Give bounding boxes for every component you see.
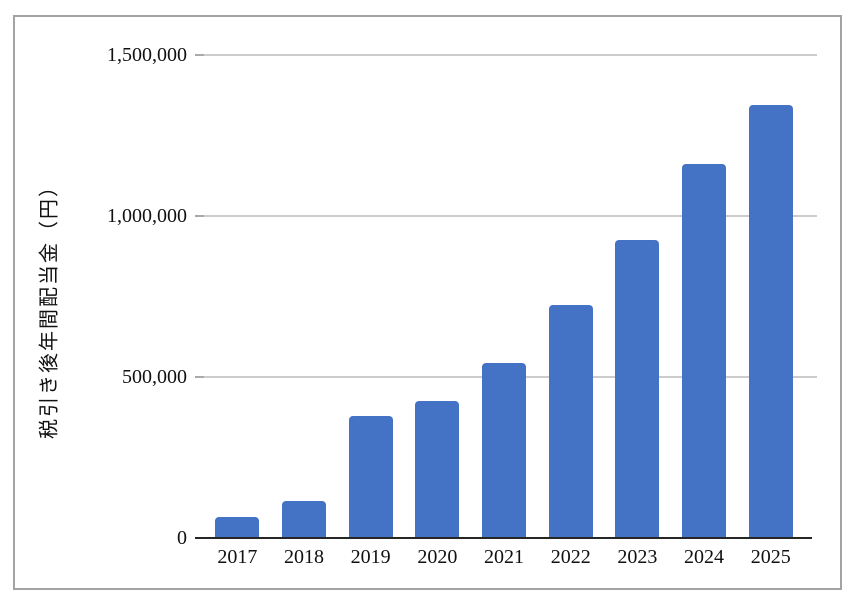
- y-tick-label: 0: [177, 527, 187, 549]
- x-tick-label: 2024: [684, 546, 725, 568]
- x-tick-label: 2022: [550, 546, 591, 568]
- bar-2017: [215, 517, 260, 538]
- bar-slot: [337, 55, 404, 538]
- bar-slot: [537, 55, 604, 538]
- bar-slot: [737, 55, 804, 538]
- bar-slot: [271, 55, 338, 538]
- bar-slot: [404, 55, 471, 538]
- bar-slot: [204, 55, 271, 538]
- bar-2023: [615, 240, 660, 538]
- x-tick-label: 2025: [750, 546, 791, 568]
- y-tick-label: 1,500,000: [107, 44, 187, 66]
- bar-2025: [748, 104, 793, 538]
- y-tick-label: 500,000: [122, 366, 187, 388]
- bar-2024: [682, 164, 727, 538]
- x-tick-label: 2020: [417, 546, 458, 568]
- bars-row: [204, 55, 804, 538]
- bar-2019: [348, 415, 393, 538]
- bar-2022: [548, 304, 593, 538]
- gridline: [195, 215, 817, 217]
- bar-slot: [671, 55, 738, 538]
- bar-2021: [482, 362, 527, 538]
- y-tick-label: 1,000,000: [107, 205, 187, 227]
- bar-2018: [282, 500, 326, 538]
- bar-slot: [471, 55, 538, 538]
- x-tick-label: 2023: [617, 546, 658, 568]
- plot-area: [195, 54, 817, 539]
- x-tick-label: 2021: [484, 546, 525, 568]
- x-axis-line: [195, 537, 812, 539]
- x-axis-labels: 2017 2018 2019 2020 2021 2022 2023 2024 2025: [204, 545, 804, 569]
- bar-2020: [415, 401, 460, 538]
- bar-slot: [604, 55, 671, 538]
- gridline: [195, 54, 817, 56]
- x-tick-label: 2019: [350, 546, 391, 568]
- x-tick-label: 2017: [217, 546, 258, 568]
- x-tick-label: 2018: [284, 546, 324, 568]
